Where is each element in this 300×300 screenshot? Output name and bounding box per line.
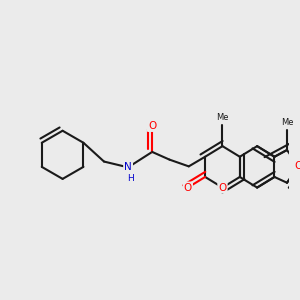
Text: Me: Me bbox=[216, 113, 229, 122]
Text: O: O bbox=[218, 183, 226, 193]
Text: N: N bbox=[124, 162, 132, 172]
Text: H: H bbox=[127, 174, 134, 183]
Text: O: O bbox=[148, 121, 156, 131]
Text: O: O bbox=[294, 161, 300, 171]
Text: Me: Me bbox=[281, 118, 293, 127]
Text: O: O bbox=[184, 183, 192, 193]
